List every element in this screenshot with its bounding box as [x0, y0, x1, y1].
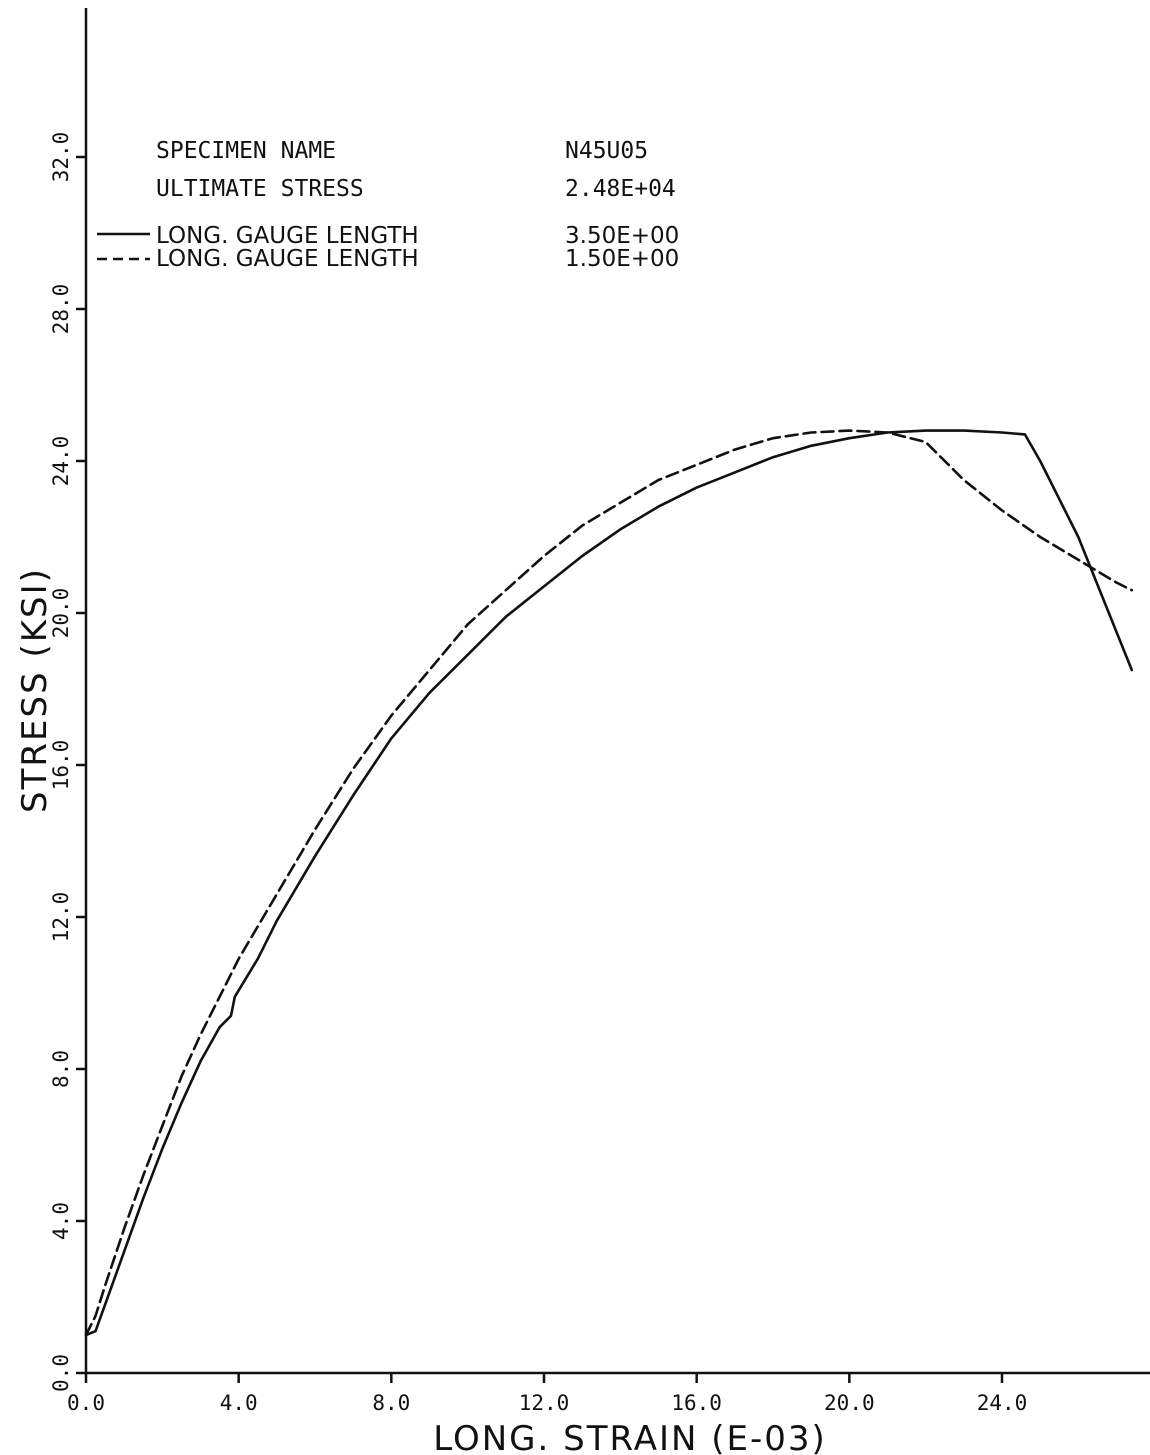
- series: [84, 429, 1134, 1337]
- legend-series-2-value: 1.50E+00: [565, 246, 679, 272]
- y-axis-title: STRESS (KSI): [15, 567, 55, 813]
- x-tick-label: 16.0: [671, 1391, 722, 1415]
- x-tick-label: 20.0: [824, 1391, 875, 1415]
- x-tick-label: 0.0: [67, 1391, 105, 1415]
- y-tick-label: 28.0: [49, 284, 73, 335]
- series-line-2-dashed: [84, 429, 1134, 1337]
- y-tick-label: 12.0: [49, 892, 73, 943]
- x-tick-label: 8.0: [372, 1391, 410, 1415]
- axes: [84, 8, 1150, 1375]
- x-tick-label: 24.0: [977, 1391, 1028, 1415]
- y-tick-label: 16.0: [49, 740, 73, 791]
- y-tick-label: 24.0: [49, 436, 73, 487]
- specimen-name-label: SPECIMEN NAME: [156, 138, 336, 164]
- x-axis-title: LONG. STRAIN (E-03): [433, 1419, 827, 1455]
- legend: SPECIMEN NAME N45U05 ULTIMATE STRESS 2.4…: [97, 138, 679, 272]
- specimen-name-value: N45U05: [565, 138, 648, 164]
- ultimate-stress-label: ULTIMATE STRESS: [156, 176, 364, 202]
- y-tick-label: 8.0: [49, 1050, 73, 1088]
- legend-series-1-value: 3.50E+00: [565, 223, 679, 249]
- y-tick-label: 0.0: [49, 1354, 73, 1392]
- x-tick-label: 4.0: [220, 1391, 258, 1415]
- ultimate-stress-value: 2.48E+04: [565, 176, 676, 202]
- legend-series-2-label: LONG. GAUGE LENGTH: [156, 246, 419, 272]
- y-tick-label: 20.0: [49, 588, 73, 639]
- x-tick-label: 12.0: [519, 1391, 570, 1415]
- y-tick-label: 32.0: [49, 132, 73, 183]
- series-line-1-solid: [84, 429, 1134, 1337]
- ticks: 0.0 4.0 8.0 12.0 16.0 20.0 24.0 0.0 4.0 8.0 12.0 16…: [49, 132, 1027, 1415]
- legend-series-1-label: LONG. GAUGE LENGTH: [156, 223, 419, 249]
- y-tick-label: 4.0: [49, 1202, 73, 1240]
